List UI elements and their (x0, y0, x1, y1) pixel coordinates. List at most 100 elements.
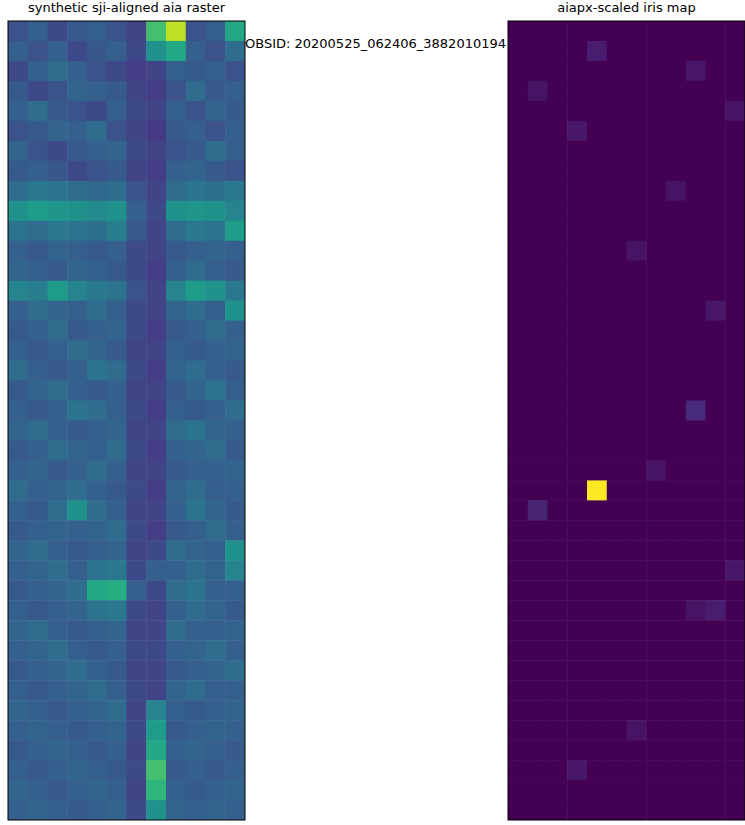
heatmap-cell (587, 181, 607, 201)
heatmap-cell (587, 301, 607, 321)
heatmap-cell (107, 61, 127, 81)
heatmap-cell (508, 101, 528, 121)
heatmap-cell (646, 720, 666, 740)
heatmap-cell (127, 760, 147, 780)
heatmap-cell (528, 780, 548, 800)
heatmap-cell (725, 61, 745, 81)
heatmap-cell (607, 520, 627, 540)
heatmap-cell (706, 780, 726, 800)
heatmap-cell (706, 640, 726, 660)
heatmap-cell (8, 141, 28, 161)
heatmap-cell (567, 201, 587, 221)
heatmap-cell (107, 500, 127, 520)
heatmap-cell (87, 261, 107, 281)
heatmap-cell (607, 141, 627, 161)
heatmap-cell (528, 381, 548, 401)
heatmap-cell (567, 321, 587, 341)
heatmap-cell (508, 161, 528, 181)
heatmap-cell (686, 401, 706, 421)
heatmap-cell (8, 460, 28, 480)
heatmap-cell (28, 800, 48, 820)
heatmap-cell (127, 141, 147, 161)
heatmap-cell (706, 660, 726, 680)
heatmap-cell (627, 241, 647, 261)
heatmap-cell (567, 680, 587, 700)
heatmap-cell (725, 221, 745, 241)
heatmap-cell (567, 700, 587, 720)
heatmap-cell (706, 41, 726, 61)
heatmap-cell (48, 381, 68, 401)
heatmap-cell (8, 341, 28, 361)
heatmap-cell (646, 580, 666, 600)
heatmap-cell (107, 321, 127, 341)
heatmap-cell (107, 181, 127, 201)
heatmap-cell (725, 700, 745, 720)
heatmap-cell (666, 760, 686, 780)
heatmap-cell (48, 600, 68, 620)
heatmap-cell (225, 321, 245, 341)
heatmap-cell (186, 720, 206, 740)
heatmap-cell (166, 640, 186, 660)
heatmap-cell (528, 580, 548, 600)
heatmap-cell (646, 181, 666, 201)
heatmap-cell (587, 660, 607, 680)
heatmap-cell (686, 660, 706, 680)
figure-title: OBSID: 20200525_062406_3882010194 (245, 36, 506, 51)
heatmap-cell (28, 460, 48, 480)
heatmap-cell (87, 460, 107, 480)
heatmap-cell (67, 540, 87, 560)
heatmap-cell (166, 700, 186, 720)
heatmap-cell (166, 81, 186, 101)
heatmap-cell (107, 241, 127, 261)
heatmap-cell (225, 421, 245, 441)
heatmap-cell (725, 341, 745, 361)
heatmap-cell (186, 480, 206, 500)
heatmap-cell (225, 81, 245, 101)
heatmap-cell (127, 720, 147, 740)
heatmap-cell (646, 540, 666, 560)
heatmap-cell (166, 341, 186, 361)
heatmap-cell (186, 101, 206, 121)
heatmap-cell (8, 520, 28, 540)
heatmap-cell (186, 361, 206, 381)
heatmap-cell (646, 421, 666, 441)
heatmap-cell (587, 760, 607, 780)
heatmap-cell (225, 740, 245, 760)
heatmap-cell (67, 241, 87, 261)
heatmap-cell (686, 101, 706, 121)
heatmap-cell (607, 700, 627, 720)
heatmap-cell (528, 361, 548, 381)
heatmap-cell (528, 660, 548, 680)
heatmap-cell (627, 261, 647, 281)
heatmap-cell (67, 41, 87, 61)
heatmap-cell (627, 321, 647, 341)
heatmap-cell (67, 440, 87, 460)
heatmap-cell (28, 341, 48, 361)
heatmap-cell (646, 261, 666, 281)
heatmap-cell (646, 520, 666, 540)
heatmap-cell (8, 540, 28, 560)
heatmap-cell (166, 660, 186, 680)
heatmap-cell (508, 181, 528, 201)
heatmap-cell (225, 520, 245, 540)
heatmap-cell (725, 281, 745, 301)
heatmap-cell (87, 281, 107, 301)
heatmap-cell (725, 440, 745, 460)
heatmap-cell (666, 680, 686, 700)
heatmap-cell (706, 81, 726, 101)
heatmap-cell (646, 321, 666, 341)
heatmap-cell (607, 201, 627, 221)
heatmap-cell (87, 61, 107, 81)
heatmap-cell (548, 560, 568, 580)
heatmap-cell (567, 401, 587, 421)
heatmap-cell (28, 321, 48, 341)
heatmap-cell (166, 261, 186, 281)
heatmap-cell (646, 760, 666, 780)
heatmap-cell (528, 181, 548, 201)
heatmap-cell (548, 460, 568, 480)
heatmap-cell (146, 421, 166, 441)
heatmap-cell (225, 181, 245, 201)
heatmap-cell (28, 620, 48, 640)
heatmap-cell (166, 201, 186, 221)
heatmap-cell (627, 680, 647, 700)
